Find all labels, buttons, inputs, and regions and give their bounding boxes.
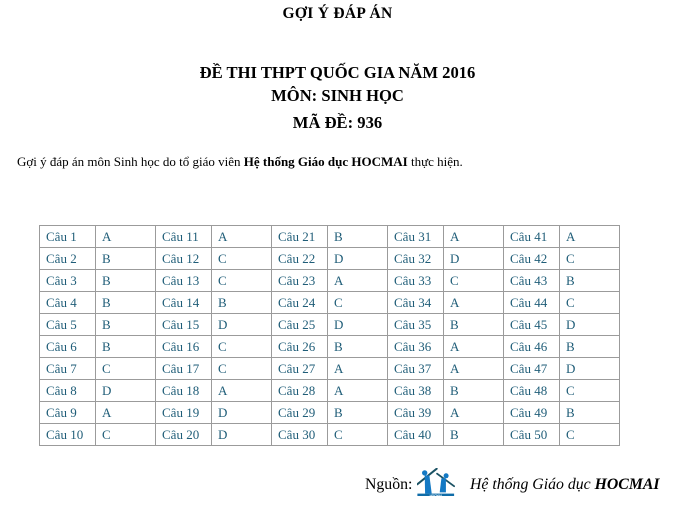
svg-text:HOCMAI: HOCMAI bbox=[430, 493, 442, 495]
